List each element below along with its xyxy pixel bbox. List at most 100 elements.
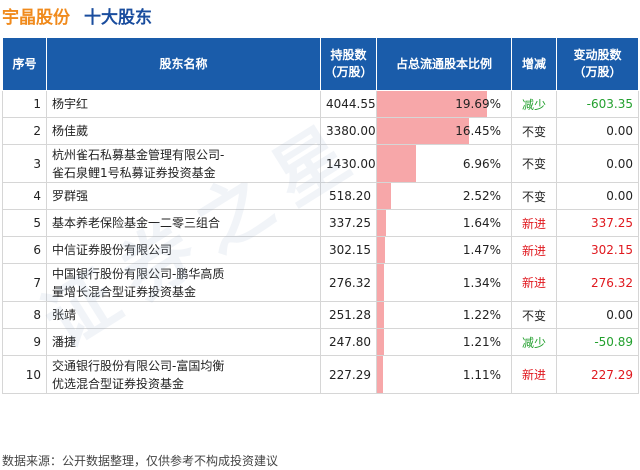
pct-cell: 6.96% <box>376 144 512 183</box>
delta-value: 0.00 <box>606 189 633 203</box>
holder-name-line2: 优选混合型证券投资基金 <box>52 376 185 391</box>
rank-value: 8 <box>33 308 41 322</box>
rank-value: 6 <box>33 243 41 257</box>
pct-value: 1.47% <box>462 243 501 257</box>
holder-name-line1: 中国银行股份有限公司-鹏华高质 <box>52 266 225 281</box>
holder-name-line1: 罗群强 <box>52 189 89 203</box>
shares-cell: 4044.55 <box>320 90 377 118</box>
delta-cell: 0.00 <box>556 144 639 183</box>
shares-value: 302.15 <box>329 243 371 257</box>
pct-bar <box>377 264 385 301</box>
pct-cell: 19.69% <box>376 90 512 118</box>
holder-name-line1: 潘捷 <box>52 335 77 349</box>
pct-cell: 1.64% <box>376 209 512 237</box>
pct-cell: 1.47% <box>376 236 512 264</box>
table-row: 2 杨佳葳 3380.00 16.45% 不变 0.00 <box>2 117 639 145</box>
shares-value: 3380.00 <box>326 124 376 138</box>
holder-name-cell: 罗群强 <box>46 182 321 210</box>
shares-value: 1430.00 <box>326 156 376 171</box>
delta-value: 227.29 <box>591 367 633 382</box>
holder-name-line1: 基本养老保险基金一二零三组合 <box>52 216 221 230</box>
pct-cell: 1.34% <box>376 263 512 302</box>
pct-bar <box>377 183 392 209</box>
rank-value: 2 <box>33 124 41 138</box>
shares-cell: 302.15 <box>320 236 377 264</box>
company-title: 宇晶股份 <box>2 7 70 28</box>
delta-value: 0.00 <box>606 124 633 138</box>
rank-cell: 1 <box>2 90 47 118</box>
change-cell: 新进 <box>511 209 557 237</box>
holder-name-line1: 杨宇红 <box>52 97 89 111</box>
pct-bar <box>377 210 387 236</box>
shares-cell: 227.29 <box>320 355 377 394</box>
shares-value: 227.29 <box>329 367 371 382</box>
shares-cell: 3380.00 <box>320 117 377 145</box>
delta-cell: 0.00 <box>556 301 639 329</box>
holder-name-cell: 杨宇红 <box>46 90 321 118</box>
change-cell: 不变 <box>511 144 557 183</box>
col-header-shares-line2: （万股） <box>324 65 373 79</box>
pct-value: 1.11% <box>462 367 501 382</box>
pct-value: 16.45% <box>455 124 501 138</box>
delta-cell: 0.00 <box>556 182 639 210</box>
pct-cell: 1.22% <box>376 301 512 329</box>
delta-cell: 227.29 <box>556 355 639 394</box>
holder-name-cell: 交通银行股份有限公司-富国均衡 优选混合型证券投资基金 <box>46 355 321 394</box>
delta-value: -603.35 <box>586 97 633 111</box>
change-status: 减少 <box>521 335 546 350</box>
delta-value: 337.25 <box>591 216 633 230</box>
table-row: 1 杨宇红 4044.55 19.69% 减少 -603.35 <box>2 90 639 118</box>
rank-cell: 3 <box>2 144 47 183</box>
pct-cell: 16.45% <box>376 117 512 145</box>
pct-bar <box>377 145 416 182</box>
rank-value: 9 <box>33 335 41 349</box>
table-row: 6 中信证券股份有限公司 302.15 1.47% 新进 302.15 <box>2 236 639 264</box>
pct-bar <box>377 329 384 355</box>
section-title: 十大股东 <box>84 7 152 28</box>
change-cell: 不变 <box>511 301 557 329</box>
table-row: 9 潘捷 247.80 1.21% 减少 -50.89 <box>2 328 639 356</box>
rank-cell: 9 <box>2 328 47 356</box>
col-header-pct: 占总流通股本比例 <box>376 37 512 91</box>
holder-name-line1: 杨佳葳 <box>52 124 89 138</box>
rank-value: 5 <box>33 216 41 230</box>
pct-cell: 2.52% <box>376 182 512 210</box>
rank-cell: 2 <box>2 117 47 145</box>
change-status: 新进 <box>521 243 546 258</box>
holder-name-line2: 量增长混合型证券投资基金 <box>52 284 197 299</box>
shares-value: 337.25 <box>329 216 371 230</box>
col-header-name: 股东名称 <box>46 37 321 91</box>
table-row: 10 交通银行股份有限公司-富国均衡 优选混合型证券投资基金 227.29 1.11% 新… <box>2 355 639 394</box>
delta-cell: 302.15 <box>556 236 639 264</box>
holder-name-cell: 张靖 <box>46 301 321 329</box>
pct-value: 1.21% <box>462 335 501 349</box>
pct-value: 19.69% <box>455 97 501 111</box>
rank-cell: 5 <box>2 209 47 237</box>
change-cell: 减少 <box>511 328 557 356</box>
change-status: 不变 <box>521 189 546 204</box>
pct-value: 1.22% <box>462 308 501 322</box>
change-cell: 减少 <box>511 90 557 118</box>
change-status: 新进 <box>521 216 546 231</box>
pct-bar <box>377 356 384 393</box>
top-holders-table: 序号 股东名称 持股数 （万股） 占总流通股本比例 增减 变动股数 （万股） 1… <box>2 37 639 394</box>
rank-cell: 10 <box>2 355 47 394</box>
holder-name-cell: 基本养老保险基金一二零三组合 <box>46 209 321 237</box>
change-cell: 新进 <box>511 263 557 302</box>
pct-bar <box>377 302 384 328</box>
pct-cell: 1.21% <box>376 328 512 356</box>
rank-value: 3 <box>33 156 41 171</box>
delta-cell: -603.35 <box>556 90 639 118</box>
col-header-change: 增减 <box>511 37 557 91</box>
col-header-shares-line1: 持股数 <box>330 48 367 62</box>
table-row: 8 张靖 251.28 1.22% 不变 0.00 <box>2 301 639 329</box>
shares-cell: 276.32 <box>320 263 377 302</box>
rank-cell: 6 <box>2 236 47 264</box>
shares-cell: 337.25 <box>320 209 377 237</box>
shares-cell: 518.20 <box>320 182 377 210</box>
col-header-delta-line1: 变动股数 <box>573 48 622 62</box>
pct-value: 1.34% <box>462 275 501 290</box>
pct-value: 6.96% <box>462 156 501 171</box>
table-row: 4 罗群强 518.20 2.52% 不变 0.00 <box>2 182 639 210</box>
table-row: 5 基本养老保险基金一二零三组合 337.25 1.64% 新进 337.25 <box>2 209 639 237</box>
